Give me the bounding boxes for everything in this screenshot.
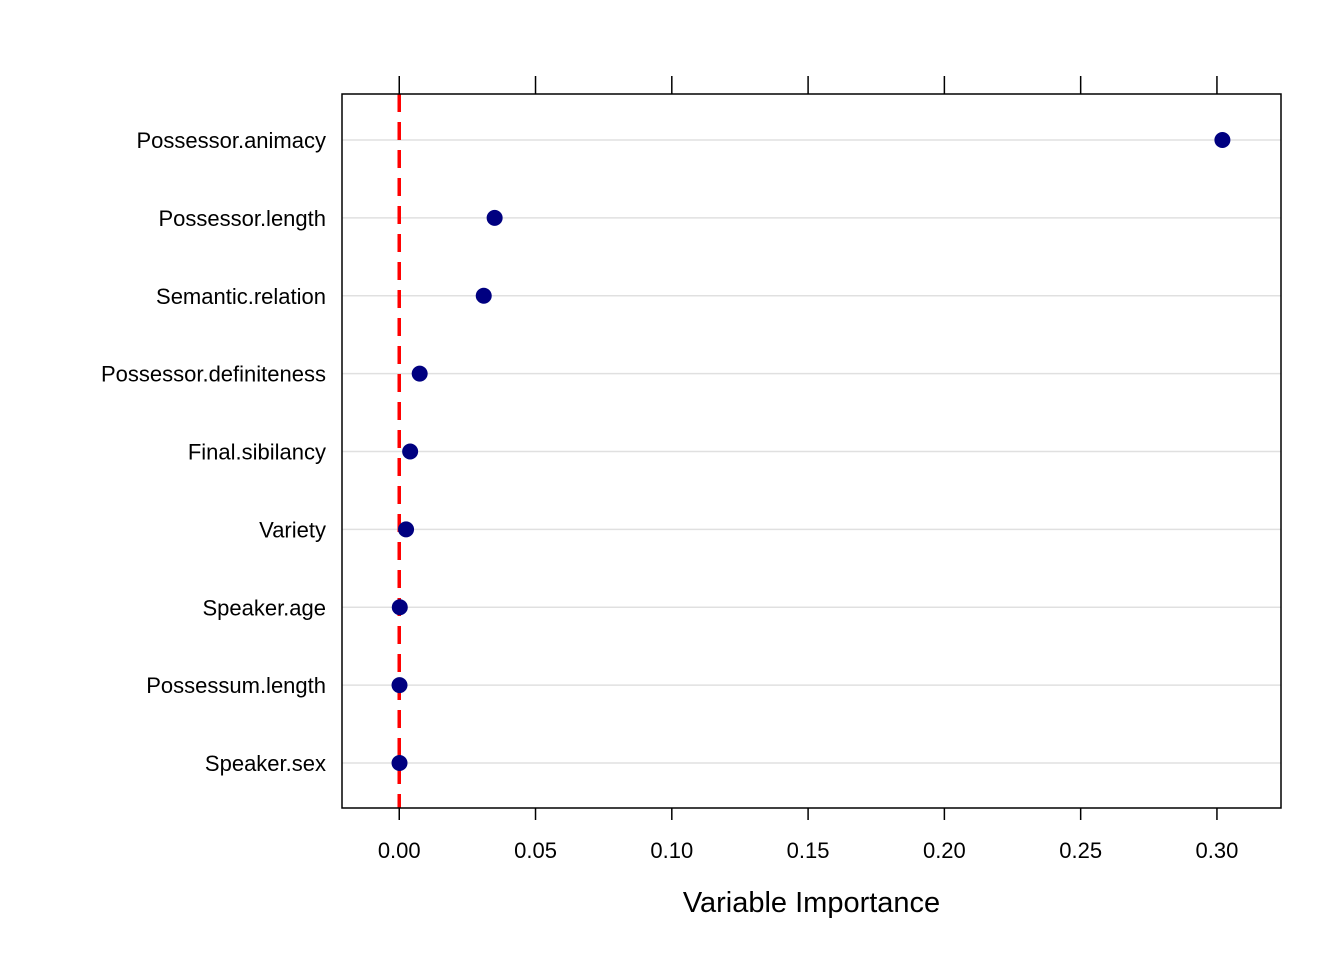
x-tick-label: 0.20 (923, 838, 966, 863)
plot-frame (341, 93, 1282, 809)
data-point (391, 677, 408, 694)
data-point (398, 521, 415, 538)
category-label: Speaker.age (202, 595, 326, 620)
data-point (402, 443, 419, 460)
gridlines (342, 139, 1281, 764)
x-tick-label: 0.15 (787, 838, 830, 863)
category-label: Semantic.relation (156, 284, 326, 309)
data-point (391, 755, 408, 771)
x-tick-label: 0.10 (650, 838, 693, 863)
x-axis-title: Variable Importance (683, 887, 940, 919)
category-label: Variety (259, 517, 326, 542)
data-points (391, 132, 1231, 771)
data-point (391, 599, 408, 616)
category-label: Final.sibilancy (188, 440, 326, 465)
category-label: Possessum.length (146, 673, 326, 698)
x-tick-label: 0.30 (1196, 838, 1239, 863)
x-tick-label: 0.25 (1059, 838, 1102, 863)
data-point (411, 365, 428, 382)
axis-ticks: 0.00 0.05 0.10 0.15 0.20 0.25 0.30 (378, 76, 1239, 863)
category-label: Speaker.sex (205, 751, 326, 776)
category-label: Possessor.definiteness (101, 362, 326, 387)
data-point (1214, 132, 1231, 148)
category-label: Possessor.animacy (136, 128, 326, 153)
x-tick-label: 0.05 (514, 838, 557, 863)
data-point (475, 287, 492, 304)
category-label: Possessor.length (158, 206, 326, 231)
data-point (486, 209, 503, 226)
x-tick-label: 0.00 (378, 838, 421, 863)
category-labels: Possessor.animacy Possessor.length Semanti… (101, 128, 326, 776)
